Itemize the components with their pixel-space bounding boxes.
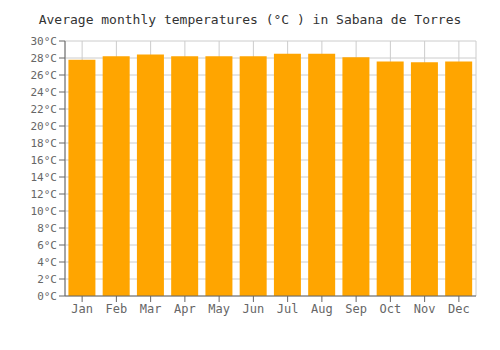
svg-text:18°C: 18°C: [31, 137, 58, 150]
svg-text:Sep: Sep: [345, 302, 367, 316]
svg-text:2°C: 2°C: [37, 273, 57, 286]
svg-text:30°C: 30°C: [31, 35, 58, 48]
svg-text:4°C: 4°C: [37, 256, 57, 269]
svg-text:8°C: 8°C: [37, 222, 57, 235]
svg-text:20°C: 20°C: [31, 120, 58, 133]
svg-text:Aug: Aug: [311, 302, 333, 316]
svg-text:10°C: 10°C: [31, 205, 58, 218]
svg-text:0°C: 0°C: [37, 290, 57, 303]
html-text:Average monthly temperatures (: Average monthly temperatures (°C ) in Sa…: [38, 12, 462, 27]
svg-text:Feb: Feb: [106, 302, 128, 316]
svg-text:26°C: 26°C: [31, 69, 58, 82]
svg-text:Nov: Nov: [414, 302, 436, 316]
svg-text:Jul: Jul: [277, 302, 299, 316]
svg-text:Jan: Jan: [71, 302, 93, 316]
svg-text:6°C: 6°C: [37, 239, 57, 252]
svg-text:28°C: 28°C: [31, 52, 58, 65]
svg-text:16°C: 16°C: [31, 154, 58, 167]
svg-text:Dec: Dec: [448, 302, 470, 316]
svg-text:12°C: 12°C: [31, 188, 58, 201]
svg-text:24°C: 24°C: [31, 86, 58, 99]
svg-text:22°C: 22°C: [31, 103, 58, 116]
svg-text:May: May: [208, 302, 230, 316]
svg-text:14°C: 14°C: [31, 171, 58, 184]
svg-text:Mar: Mar: [140, 302, 162, 316]
svg-text:Oct: Oct: [380, 302, 402, 316]
svg-text:Apr: Apr: [174, 302, 196, 316]
svg-text:Jun: Jun: [243, 302, 265, 316]
